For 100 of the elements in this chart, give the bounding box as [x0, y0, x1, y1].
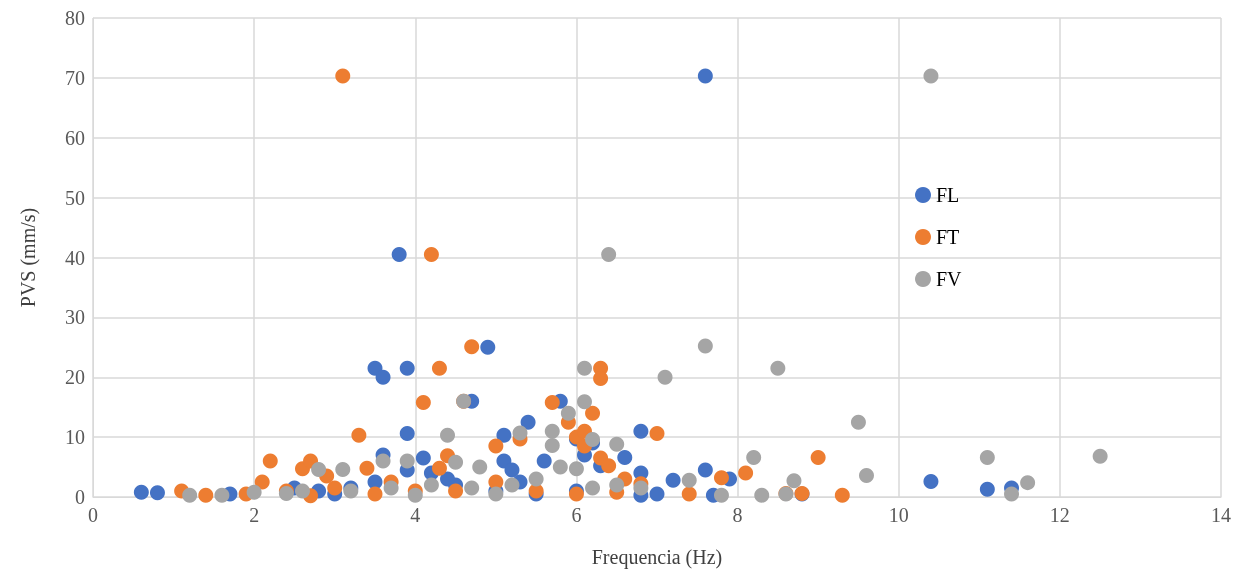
point	[585, 480, 601, 496]
point	[423, 477, 439, 493]
point	[681, 486, 697, 502]
point	[464, 339, 480, 355]
point	[335, 461, 351, 477]
point	[383, 480, 399, 496]
point	[214, 487, 230, 503]
point	[577, 360, 592, 376]
point	[375, 453, 391, 469]
point	[560, 405, 576, 421]
point	[415, 450, 431, 466]
point	[351, 427, 367, 443]
legend-label: FL	[936, 184, 960, 206]
y-tick-label: 30	[65, 306, 85, 329]
y-tick-label: 70	[65, 66, 85, 89]
point	[681, 472, 697, 488]
x-tick-label: 12	[1049, 504, 1070, 526]
point	[504, 462, 520, 478]
point	[262, 453, 278, 469]
x-tick-label: 8	[732, 504, 743, 526]
point	[649, 426, 665, 442]
point	[472, 459, 488, 475]
point	[431, 460, 447, 476]
point	[609, 477, 625, 493]
point	[504, 477, 520, 493]
point	[601, 247, 617, 262]
x-tick-label: 14	[1211, 504, 1231, 526]
point	[633, 423, 649, 439]
point	[609, 436, 625, 452]
point	[391, 247, 407, 262]
point	[633, 480, 649, 496]
point	[335, 68, 351, 84]
point	[697, 68, 713, 84]
point	[713, 470, 729, 486]
point	[923, 473, 939, 489]
point	[496, 427, 512, 443]
point	[850, 414, 866, 430]
point	[577, 394, 592, 410]
x-tick-label: 2	[249, 504, 260, 526]
y-tick-label: 0	[75, 486, 85, 508]
point	[657, 369, 673, 385]
y-tick-label: 80	[65, 7, 85, 29]
point	[415, 394, 431, 410]
point	[923, 68, 939, 84]
y-tick-label: 40	[65, 246, 85, 269]
point	[149, 485, 165, 501]
point	[786, 473, 802, 489]
point	[601, 458, 617, 474]
point	[399, 426, 415, 442]
point	[520, 414, 536, 430]
point	[182, 487, 198, 503]
point	[746, 449, 762, 465]
point	[133, 484, 149, 500]
point	[311, 461, 327, 477]
point	[1004, 486, 1020, 502]
point	[1092, 448, 1108, 464]
legend-label: FT	[936, 226, 960, 248]
point	[512, 425, 528, 441]
point	[254, 474, 270, 490]
point	[552, 459, 568, 475]
y-tick-label: 10	[65, 426, 85, 449]
point	[738, 465, 754, 481]
point	[697, 462, 713, 478]
point	[697, 338, 713, 354]
y-axis-title: PVS (mm/s)	[17, 207, 40, 308]
point	[399, 360, 415, 376]
point	[528, 471, 544, 487]
point	[754, 487, 770, 503]
point	[464, 480, 480, 496]
point	[423, 247, 439, 262]
point	[359, 460, 375, 476]
point	[536, 453, 552, 469]
point	[448, 454, 464, 470]
point	[440, 471, 456, 487]
point	[399, 453, 415, 469]
y-tick-label: 50	[65, 186, 85, 209]
point	[480, 339, 496, 355]
point	[431, 360, 447, 376]
x-axis-title: Frequencia (Hz)	[591, 546, 723, 569]
point	[488, 438, 504, 454]
point	[617, 449, 633, 465]
point	[295, 483, 310, 499]
point	[585, 405, 601, 421]
point	[979, 481, 995, 497]
point	[544, 394, 560, 410]
x-tick-label: 6	[571, 504, 582, 526]
y-tick-label: 20	[65, 366, 85, 389]
y-tick-label: 60	[65, 126, 85, 149]
point	[568, 461, 584, 477]
point	[665, 472, 681, 488]
point	[440, 427, 456, 443]
point	[198, 487, 214, 503]
point	[367, 486, 383, 502]
point	[246, 484, 262, 500]
point	[544, 438, 560, 453]
point	[448, 483, 464, 499]
x-tick-label: 10	[888, 504, 909, 526]
point	[770, 360, 786, 376]
point	[979, 449, 995, 465]
point	[375, 369, 391, 385]
